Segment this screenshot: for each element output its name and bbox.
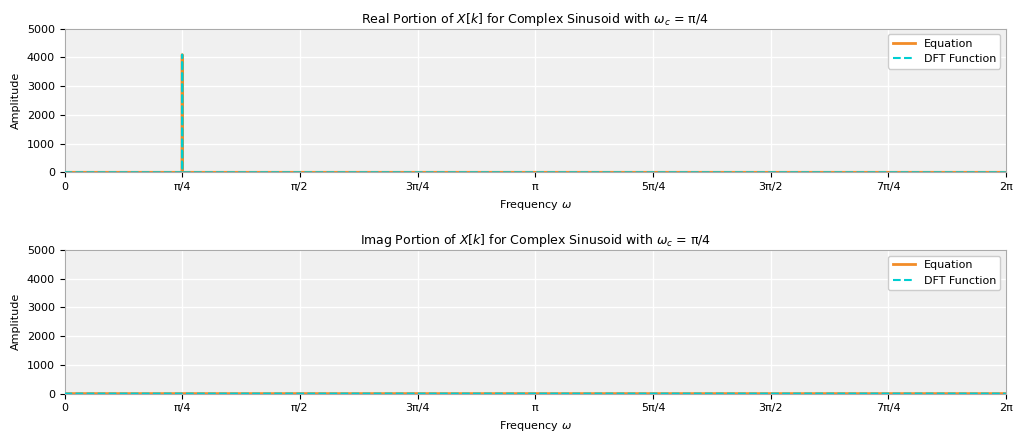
DFT Function <box>133 391 145 396</box>
DFT Function <box>891 170 903 175</box>
Title: Real Portion of $X[k]$ for Complex Sinusoid with $\omega_c$ = π/4: Real Portion of $X[k]$ for Complex Sinus… <box>361 11 710 28</box>
DFT Function <box>891 391 903 396</box>
Y-axis label: Amplitude: Amplitude <box>11 293 22 350</box>
Equation <box>999 391 1012 396</box>
Legend: Equation, DFT Function: Equation, DFT Function <box>888 34 1000 69</box>
Title: Imag Portion of $X[k]$ for Complex Sinusoid with $\omega_c$ = π/4: Imag Portion of $X[k]$ for Complex Sinus… <box>359 232 711 250</box>
Equation <box>975 170 987 175</box>
DFT Function <box>823 170 836 175</box>
X-axis label: Frequency $\omega$: Frequency $\omega$ <box>499 198 571 212</box>
Equation <box>133 170 145 175</box>
DFT Function <box>946 170 958 175</box>
Equation <box>891 170 903 175</box>
Line: Equation: Equation <box>65 55 1006 172</box>
DFT Function <box>940 391 952 396</box>
DFT Function <box>176 391 188 396</box>
Equation <box>686 170 698 175</box>
DFT Function <box>976 391 988 396</box>
Equation <box>940 170 952 175</box>
Line: DFT Function: DFT Function <box>65 55 1006 172</box>
Equation <box>891 391 903 396</box>
X-axis label: Frequency $\omega$: Frequency $\omega$ <box>499 419 571 433</box>
Equation <box>686 391 698 396</box>
Y-axis label: Amplitude: Amplitude <box>11 72 22 129</box>
DFT Function <box>823 391 836 396</box>
DFT Function <box>686 170 698 175</box>
DFT Function <box>999 170 1012 175</box>
DFT Function <box>686 391 698 396</box>
Equation <box>975 391 987 396</box>
DFT Function <box>58 391 71 396</box>
DFT Function <box>976 170 988 175</box>
Equation <box>823 391 836 396</box>
DFT Function <box>58 170 71 175</box>
DFT Function <box>176 52 188 57</box>
DFT Function <box>940 170 952 175</box>
DFT Function <box>133 170 145 175</box>
Equation <box>823 170 836 175</box>
Equation <box>58 170 71 175</box>
Equation <box>58 391 71 396</box>
Equation <box>176 52 188 57</box>
Equation <box>999 170 1012 175</box>
DFT Function <box>946 391 958 396</box>
DFT Function <box>999 391 1012 396</box>
Equation <box>940 391 952 396</box>
Equation <box>133 391 145 396</box>
Legend: Equation, DFT Function: Equation, DFT Function <box>888 256 1000 290</box>
